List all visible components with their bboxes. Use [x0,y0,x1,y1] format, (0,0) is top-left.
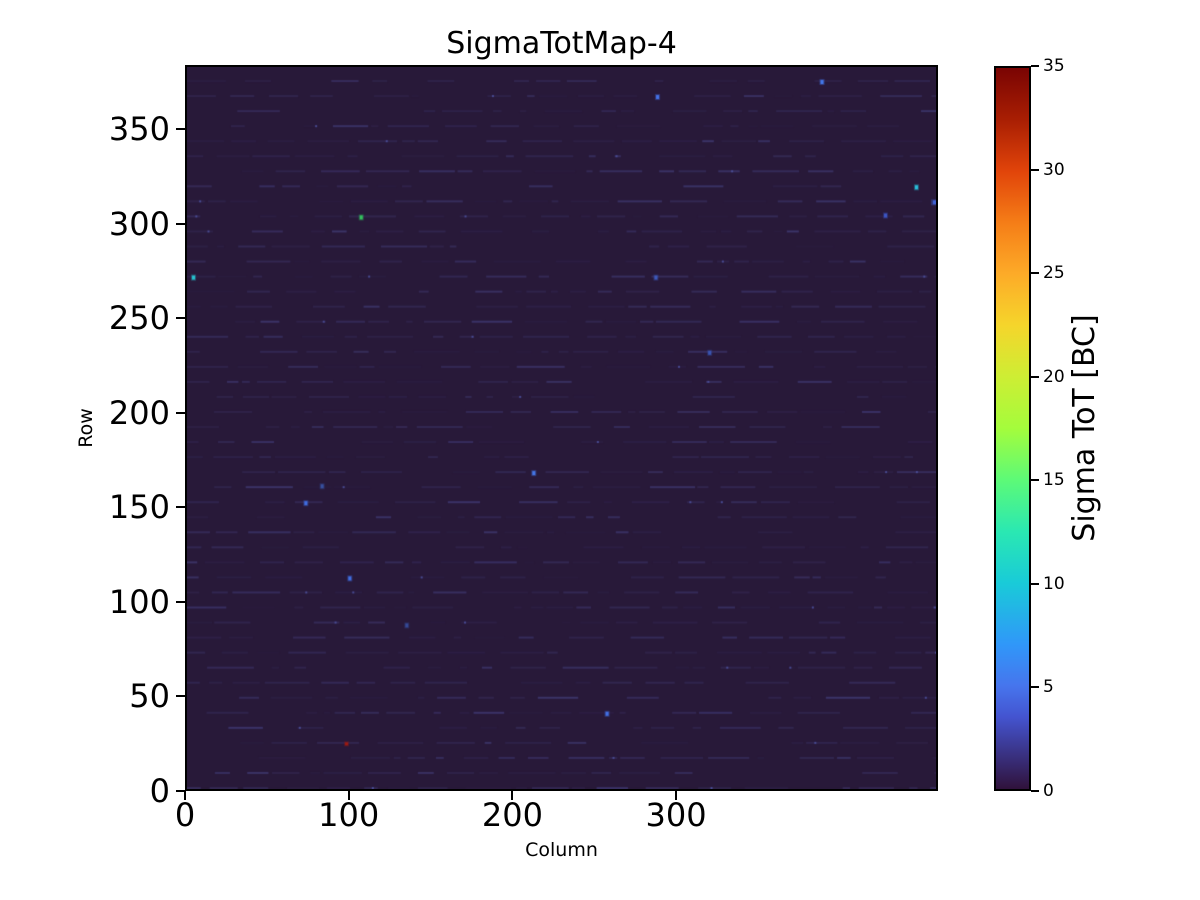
heatmap-plot-area [185,65,938,791]
y-tick-mark [176,600,185,603]
x-tick-label: 100 [318,796,380,834]
x-tick-label: 0 [174,796,196,834]
y-tick-mark [176,790,185,792]
colorbar-label: Sigma ToT [BC] [1067,314,1102,542]
colorbar-tick-mark [1031,686,1039,689]
chart-title: SigmaTotMap-4 [446,26,677,61]
y-tick-mark [176,222,185,225]
y-tick-mark [176,317,185,320]
colorbar-tick-label: 0 [1043,781,1054,801]
x-axis-label: Column [525,839,598,861]
y-tick-label: 0 [149,772,170,810]
y-tick-mark [176,695,185,698]
colorbar-tick-mark [1031,65,1039,67]
y-tick-mark [176,411,185,414]
y-tick-label: 300 [108,204,170,243]
colorbar-tick-label: 30 [1043,159,1065,180]
x-tick-mark [675,791,678,800]
y-tick-label: 250 [108,299,170,338]
y-tick-label: 200 [108,393,170,432]
x-tick-label: 300 [645,796,707,834]
colorbar-tick-label: 10 [1043,573,1065,594]
y-tick-label: 50 [129,677,170,716]
colorbar-tick-mark [1031,479,1039,482]
colorbar-tick-label: 25 [1043,263,1065,284]
heatmap-canvas [187,67,936,789]
y-tick-mark [176,506,185,509]
colorbar-tick-mark [1031,790,1039,792]
colorbar-tick-mark [1031,168,1039,171]
colorbar-tick-label: 5 [1043,677,1054,698]
colorbar-tick-label: 20 [1043,366,1065,387]
y-tick-mark [176,128,185,131]
x-tick-mark [511,791,514,800]
y-axis-label: Row [75,408,97,448]
x-tick-mark [347,791,350,800]
y-tick-label: 150 [108,488,170,527]
colorbar-tick-mark [1031,272,1039,275]
y-tick-label: 100 [108,582,170,621]
colorbar-tick-label: 35 [1043,56,1065,76]
x-tick-label: 200 [481,796,543,834]
colorbar [994,66,1031,791]
colorbar-tick-mark [1031,582,1039,585]
x-tick-mark [184,791,186,800]
colorbar-tick-label: 15 [1043,470,1065,491]
colorbar-tick-mark [1031,375,1039,378]
y-tick-label: 350 [108,110,170,149]
